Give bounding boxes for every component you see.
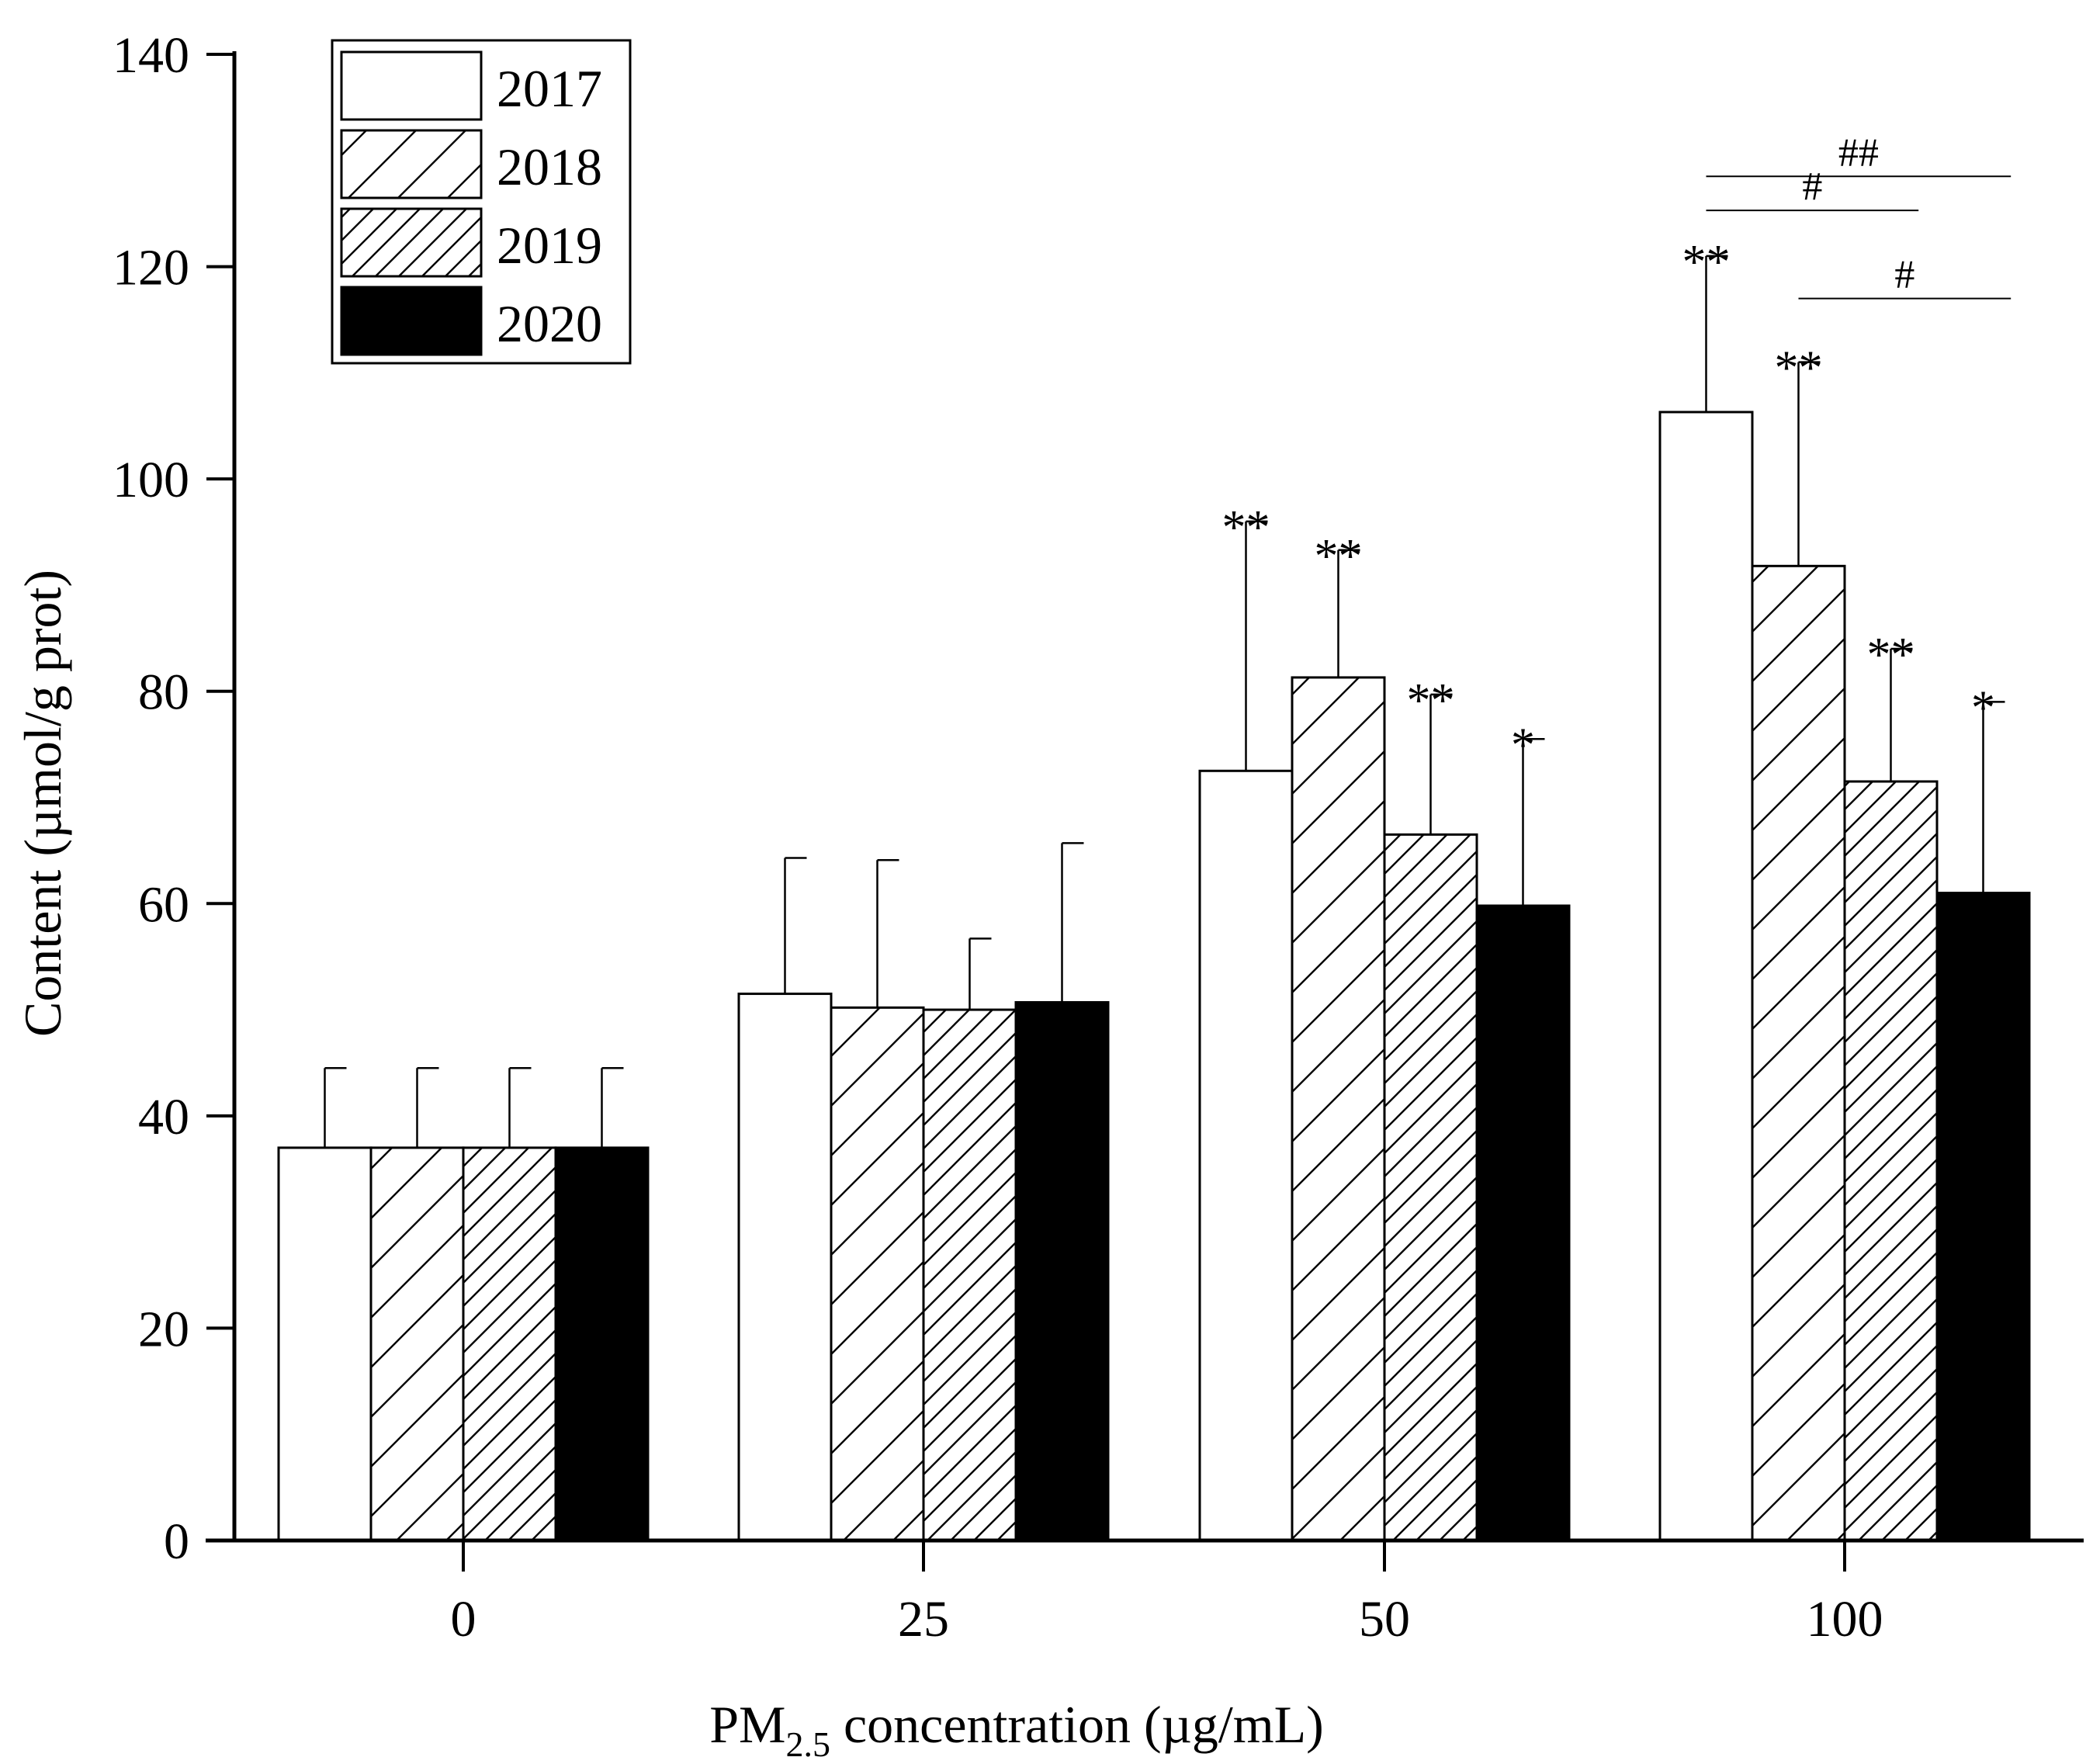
bar-2019-25 (922, 1008, 1017, 1542)
comparison-label-3: # (1894, 253, 1914, 297)
y-tick-label-40: 40 (138, 1089, 189, 1145)
sig-label-2018-50: ** (1315, 530, 1363, 583)
bar-2017-0 (277, 1146, 372, 1542)
y-tick-label-100: 100 (113, 452, 189, 508)
bar-2018-100 (1751, 564, 1846, 1542)
sig-label-2020-50: * (1511, 719, 1535, 771)
sig-label-2019-100: ** (1867, 629, 1915, 681)
x-axis-title: PM2.5 concentration (µg/mL) (709, 1695, 1324, 1764)
bar-2018-50 (1291, 676, 1386, 1542)
legend-entry-2018: 2018 (340, 129, 602, 199)
legend-swatch-2020 (340, 286, 483, 356)
legend-entry-2019: 2019 (340, 207, 602, 278)
bar-2019-0 (462, 1146, 557, 1542)
legend-label-2020: 2020 (497, 294, 602, 353)
bar-2017-50 (1198, 769, 1294, 1542)
x-tick-label-50: 50 (1359, 1591, 1410, 1648)
legend-swatch-2018 (340, 129, 483, 199)
bar-2018-0 (369, 1146, 465, 1542)
sig-label-2017-100: ** (1682, 236, 1731, 289)
legend-entry-2017: 2017 (340, 50, 602, 121)
sig-label-2017-50: ** (1222, 501, 1270, 554)
y-tick-label-60: 60 (138, 876, 189, 933)
bar-2020-25 (1014, 1000, 1110, 1542)
legend: 2017 2018 2019 2020 (331, 39, 632, 365)
bar-2019-50 (1383, 833, 1478, 1542)
legend-label-2018: 2018 (497, 137, 602, 196)
bar-2020-50 (1475, 904, 1571, 1542)
bar-2019-100 (1843, 780, 1939, 1542)
legend-swatch-2017 (340, 50, 483, 121)
y-tick-label-20: 20 (138, 1301, 189, 1357)
sig-label-2020-100: * (1971, 681, 1995, 734)
x-tick-label-100: 100 (1807, 1591, 1883, 1648)
comparison-label-2: # (1802, 165, 1822, 209)
legend-label-2017: 2017 (497, 59, 602, 118)
comparison-label-1: ## (1838, 130, 1879, 175)
bar-2020-100 (1935, 892, 2031, 1542)
y-tick-label-80: 80 (138, 664, 189, 721)
y-tick-label-0: 0 (164, 1513, 189, 1570)
bar-2017-25 (737, 993, 833, 1542)
legend-swatch-2019 (340, 207, 483, 278)
y-axis-title: Content (µmol/g prot) (13, 570, 72, 1037)
y-tick-label-120: 120 (113, 240, 189, 296)
sig-label-2018-100: ** (1775, 342, 1823, 395)
bar-2017-100 (1658, 411, 1754, 1542)
legend-entry-2020: 2020 (340, 286, 602, 356)
legend-label-2019: 2019 (497, 216, 602, 275)
y-tick-label-140: 140 (113, 27, 189, 84)
sig-label-2019-50: ** (1407, 674, 1455, 727)
x-tick-label-0: 0 (451, 1591, 476, 1648)
x-tick-label-25: 25 (898, 1591, 949, 1648)
bar-2018-25 (830, 1006, 925, 1542)
bar-2020-0 (554, 1146, 650, 1542)
